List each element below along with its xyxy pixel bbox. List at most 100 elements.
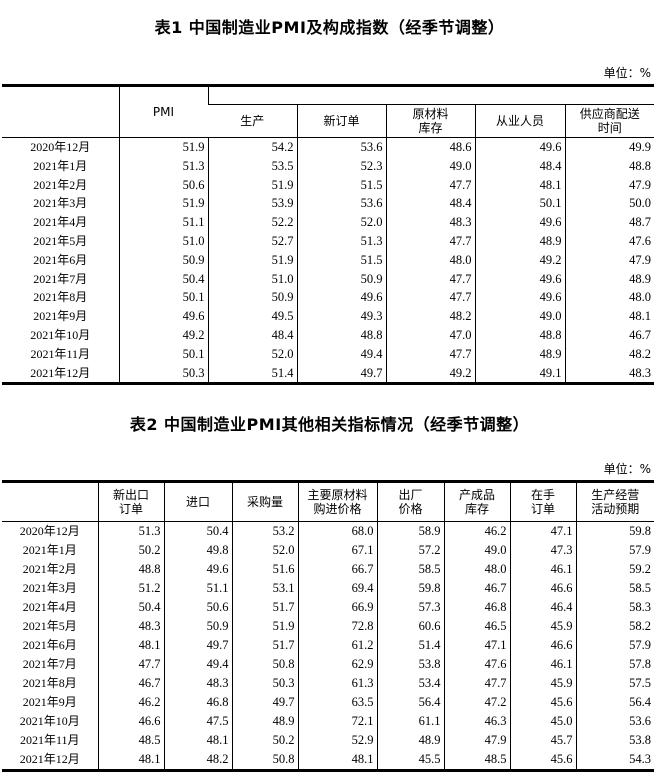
- column-header: 出厂 价格: [376, 481, 444, 522]
- row-label-month: 2021年7月: [22, 657, 77, 671]
- cell-value: 48.2: [163, 750, 232, 771]
- cell-value: 47.7: [385, 231, 475, 251]
- cell-value: 47.9: [564, 250, 655, 270]
- cell-value: 48.4: [385, 194, 475, 214]
- cell-value: 51.9: [207, 175, 297, 195]
- cell-value: 50.9: [296, 269, 386, 289]
- cell-value: 62.9: [297, 655, 377, 674]
- table-row: 2021年6月 48.1 49.7 51.7 61.2 51.4 47.1 46.6 57.9: [2, 636, 654, 655]
- table-row: 2021年1月 51.3 53.5 52.3 49.0 48.4 48.8: [2, 156, 655, 176]
- cell-value: 52.3: [296, 156, 386, 176]
- cell-value: 49.7: [231, 693, 298, 712]
- table-row: 2021年3月 51.2 51.1 53.1 69.4 59.8 46.7 46.6 58.5: [2, 579, 654, 598]
- cell-value: 48.1: [97, 636, 164, 655]
- cell-value: 49.6: [118, 307, 208, 326]
- cell-value: 58.5: [376, 560, 444, 579]
- cell-value: 46.7: [443, 579, 510, 598]
- cell-value: 47.7: [385, 269, 475, 289]
- header-blank: [2, 481, 98, 522]
- cell-value: 53.4: [376, 674, 444, 693]
- cell-value: 51.5: [296, 250, 386, 270]
- cell-value: 53.6: [575, 712, 654, 731]
- table-row: 2021年4月 50.4 50.6 51.7 66.9 57.3 46.8 46.4 58.3: [2, 598, 654, 617]
- cell-value: 51.1: [118, 213, 208, 232]
- cell-value: 48.1: [564, 307, 655, 326]
- cell-value: 48.0: [385, 250, 475, 270]
- column-header: 供应商配送 时间: [564, 104, 655, 138]
- cell-value: 49.6: [296, 288, 386, 308]
- cell-value: 53.6: [296, 137, 386, 157]
- cell-value: 48.9: [474, 344, 565, 364]
- cell-value: 48.3: [564, 363, 655, 384]
- cell-value: 49.0: [385, 156, 475, 176]
- cell-value: 57.9: [575, 541, 654, 560]
- cell-value: 51.9: [118, 137, 208, 157]
- cell-value: 50.4: [163, 521, 232, 541]
- cell-value: 48.8: [474, 325, 565, 345]
- table-row: 2021年11月 48.5 48.1 50.2 52.9 48.9 47.9 45.7 53.8: [2, 731, 654, 750]
- cell-value: 48.6: [385, 137, 475, 157]
- cell-value: 48.1: [163, 731, 232, 750]
- cell-value: 49.4: [163, 655, 232, 674]
- row-label-month: 2021年4月: [22, 600, 77, 614]
- cell-value: 46.4: [509, 598, 576, 617]
- cell-value: 49.8: [163, 541, 232, 560]
- cell-value: 53.8: [376, 655, 444, 674]
- column-header: PMI: [118, 85, 208, 138]
- row-label-month: 2021年9月: [22, 695, 77, 709]
- cell-value: 53.8: [575, 731, 654, 750]
- column-header: 在手 订单: [509, 481, 576, 522]
- cell-value: 51.9: [207, 250, 297, 270]
- cell-value: 45.7: [509, 731, 576, 750]
- cell-value: 57.5: [575, 674, 654, 693]
- cell-value: 50.9: [207, 288, 297, 308]
- column-header: 进口: [163, 481, 232, 522]
- cell-value: 46.7: [97, 674, 164, 693]
- cell-value: 57.2: [376, 541, 444, 560]
- row-label-month: 2021年6月: [22, 638, 77, 652]
- cell-value: 49.6: [474, 137, 565, 157]
- cell-value: 47.0: [385, 325, 475, 345]
- table-row: 2021年6月 50.9 51.9 51.5 48.0 49.2 47.9: [2, 250, 655, 270]
- table-row: 2021年12月 48.1 48.2 50.8 48.1 45.5 48.5 45.6 54.3: [2, 750, 654, 771]
- cell-value: 61.3: [297, 674, 377, 693]
- cell-value: 45.5: [376, 750, 444, 771]
- table-row: 2021年7月 47.7 49.4 50.8 62.9 53.8 47.6 46.1 57.8: [2, 655, 654, 674]
- row-label-month: 2021年8月: [22, 676, 77, 690]
- cell-value: 49.0: [474, 307, 565, 326]
- column-header: 生产: [208, 104, 297, 138]
- cell-value: 46.2: [97, 693, 164, 712]
- cell-value: 48.9: [376, 731, 444, 750]
- table1-pmi-components: PMI 生产 新订单 原材料 库存 从业人员 供应商配送 时间 2020年12月 51.9 5…: [2, 84, 655, 386]
- cell-value: 46.6: [509, 579, 576, 598]
- cell-value: 52.0: [207, 344, 297, 364]
- cell-value: 67.1: [297, 541, 377, 560]
- cell-value: 51.7: [231, 598, 298, 617]
- cell-value: 52.9: [297, 731, 377, 750]
- row-label-month: 2020年12月: [19, 524, 80, 538]
- cell-value: 46.1: [509, 655, 576, 674]
- row-label-month: 2021年2月: [22, 562, 77, 576]
- cell-value: 47.9: [564, 175, 655, 195]
- cell-value: 47.1: [509, 521, 576, 541]
- cell-value: 48.3: [97, 617, 164, 636]
- row-label-month: 2021年8月: [33, 290, 88, 305]
- cell-value: 50.8: [231, 750, 298, 771]
- table-row: 2021年2月 50.6 51.9 51.5 47.7 48.1 47.9: [2, 175, 655, 195]
- cell-value: 47.7: [385, 344, 475, 364]
- cell-value: 47.7: [97, 655, 164, 674]
- cell-value: 48.2: [564, 344, 655, 364]
- cell-value: 52.0: [231, 541, 298, 560]
- cell-value: 58.5: [575, 579, 654, 598]
- cell-value: 51.3: [97, 521, 164, 541]
- table-row: 2021年3月 51.9 53.9 53.6 48.4 50.1 50.0: [2, 194, 655, 214]
- cell-value: 50.2: [97, 541, 164, 560]
- row-label-month: 2021年11月: [30, 346, 91, 361]
- table-row: 2021年1月 50.2 49.8 52.0 67.1 57.2 49.0 47.3 57.9: [2, 541, 654, 560]
- cell-value: 46.1: [509, 560, 576, 579]
- table-row: 2020年12月 51.3 50.4 53.2 68.0 58.9 46.2 47.1 59.8: [2, 521, 654, 541]
- table-row: 2021年10月 49.2 48.4 48.8 47.0 48.8 46.7: [2, 325, 655, 345]
- cell-value: 48.8: [564, 156, 655, 176]
- table-row: 2021年8月 46.7 48.3 50.3 61.3 53.4 47.7 45.9 57.5: [2, 674, 654, 693]
- cell-value: 49.5: [207, 307, 297, 326]
